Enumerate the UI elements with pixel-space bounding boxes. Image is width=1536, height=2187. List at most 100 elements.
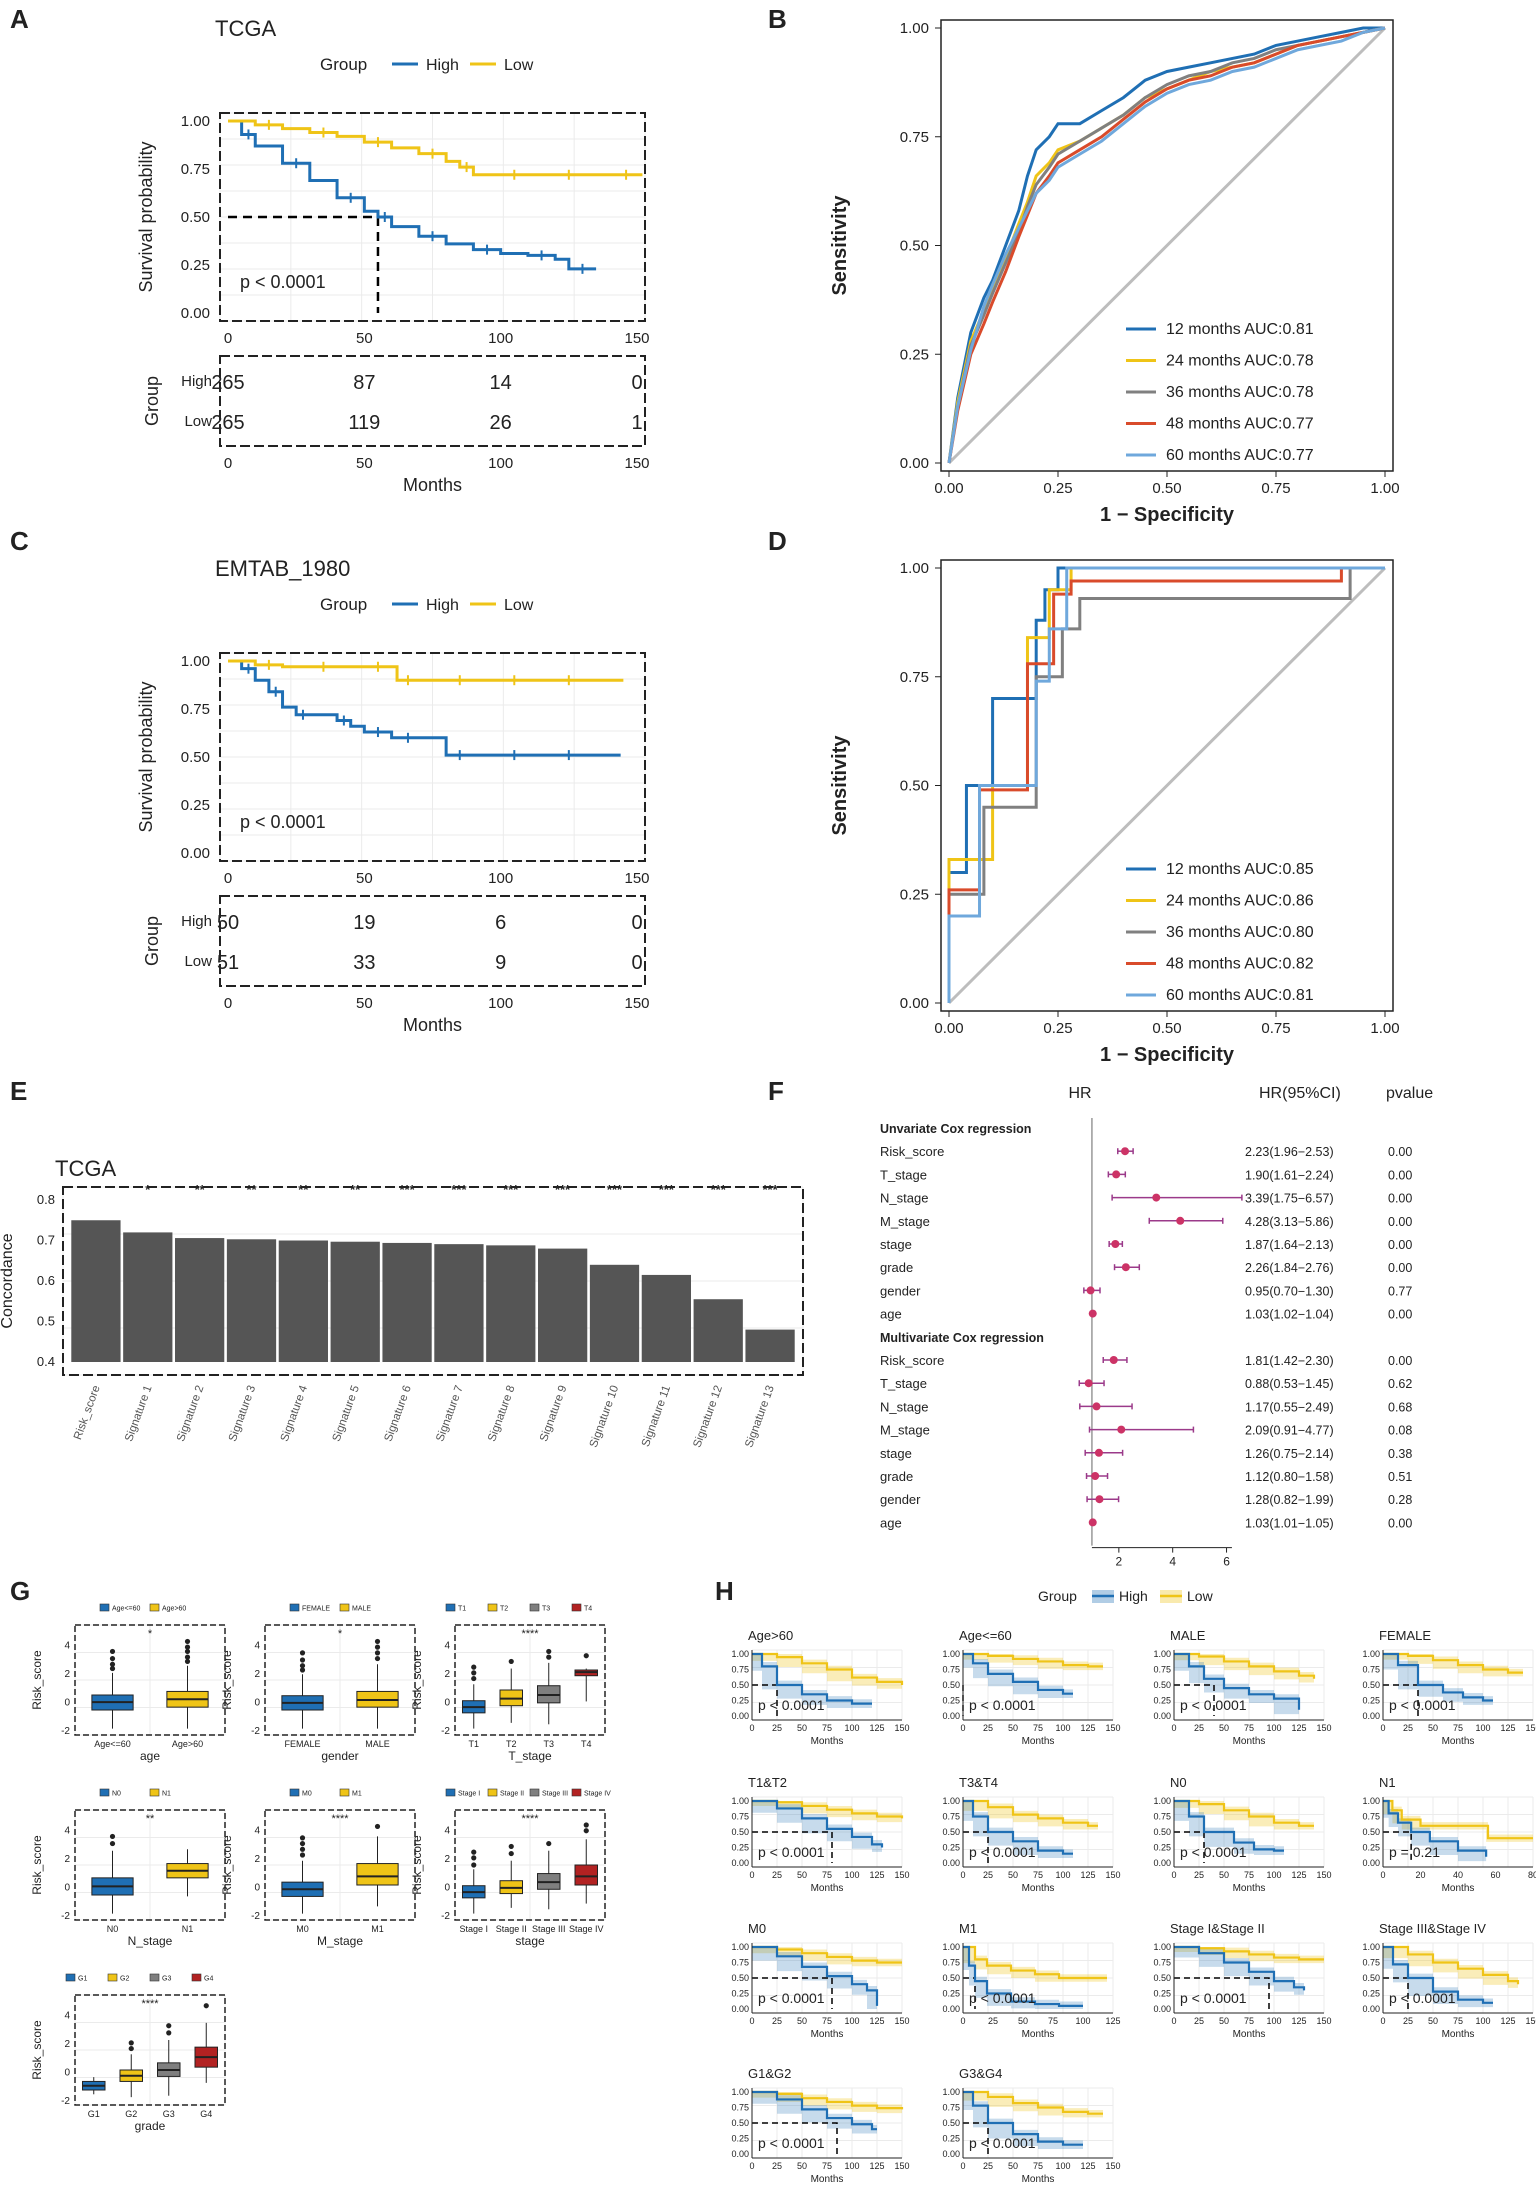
risk-value: 265 <box>211 372 244 394</box>
legend-label-low: Low <box>504 57 534 74</box>
x-tick-label: MALE <box>365 1739 390 1749</box>
hr-point <box>1111 1240 1120 1248</box>
y-tick-label: 0.25 <box>731 1843 749 1853</box>
boxplot-M_stage: M0 M1 -2 0 2 4 Risk_score **** M0 M1 M_stage <box>220 1788 416 1948</box>
row-label: M_stage <box>880 1214 930 1229</box>
km-small-N0: N0 0.00 0.25 0.50 0.75 1.00 0 25 50 75 100 125 150 Mo… <box>1153 1775 1331 1894</box>
hr-point <box>1109 1356 1118 1364</box>
x-axis-label: grade <box>135 2119 166 2133</box>
bar <box>123 1232 173 1362</box>
legend-swatch <box>529 1788 540 1797</box>
legend-swatch <box>191 1973 202 1982</box>
outlier <box>128 2045 134 2052</box>
y-tick-label: 0.50 <box>731 1680 749 1690</box>
x-tick-label: 125 <box>1080 2161 1095 2171</box>
y-tick-label: 1.00 <box>1153 1942 1171 1952</box>
y-tick-label: 0.50 <box>942 1973 960 1983</box>
legend-label: G3 <box>162 1976 171 1983</box>
row-label: age <box>880 1515 902 1530</box>
outlier <box>508 1843 514 1850</box>
box-frame <box>264 1624 416 1736</box>
p-value: p < 0.0001 <box>969 1697 1036 1713</box>
ci-text: 3.39(1.75−6.57) <box>1245 1192 1334 1206</box>
ci-band-high <box>752 1801 882 1852</box>
significance-label: *** <box>399 1182 415 1197</box>
y-tick-label: 0.50 <box>181 209 210 226</box>
median-line <box>752 1977 833 2009</box>
x-tick-label: 125 <box>869 1870 884 1880</box>
km-curve-low <box>963 2090 1103 2115</box>
y-tick-label: 0.25 <box>942 1696 960 1706</box>
outlier <box>471 1664 477 1670</box>
significance-label: ** <box>298 1182 309 1197</box>
km-curve-low <box>1383 1945 1520 1985</box>
x-tick-label: G4 <box>200 2109 212 2119</box>
hr-point <box>1117 1425 1126 1434</box>
ci-band-low <box>752 1654 902 1689</box>
section-label: Multivariate Cox regression <box>880 1331 1044 1345</box>
x-tick-label: Age>60 <box>172 1739 203 1749</box>
x-tick-label: 125 <box>869 1723 884 1733</box>
x-tick-label: 25 <box>772 2016 782 2026</box>
x-tick-label: 100 <box>1475 1723 1490 1733</box>
y-tick-label: 0.75 <box>181 161 210 178</box>
risk-x-tick-label: 0 <box>224 455 232 472</box>
x-tick-label: 50 <box>1219 2016 1229 2026</box>
x-tick-label: 100 <box>1475 2016 1490 2026</box>
boxplot-gender: FEMALE MALE -2 0 2 4 Risk_score * FEMALE MALE gend… <box>220 1603 416 1763</box>
legend-label: Age<=60 <box>112 1606 141 1613</box>
x-tick-label: 0.25 <box>1043 1020 1072 1037</box>
category-label: Signature 4 <box>279 1383 311 1443</box>
outlier <box>583 1822 589 1828</box>
km-curve-low <box>963 1652 1103 1668</box>
legend-swatch <box>289 1603 300 1612</box>
significance-label: * <box>338 1628 343 1640</box>
y-tick-label: 0.50 <box>1153 1827 1171 1837</box>
x-axis-label: Months <box>811 1736 844 1747</box>
subplot-title: N0 <box>1170 1775 1187 1790</box>
box <box>574 1864 598 1886</box>
x-tick-label: 1.00 <box>1370 1020 1399 1037</box>
p-value: p = 0.21 <box>1389 1844 1440 1860</box>
hr-header: HR <box>1068 1085 1091 1102</box>
y-tick-label: 0.25 <box>900 346 929 363</box>
p-value: p < 0.0001 <box>758 1844 825 1860</box>
x-tick-label: Stage II <box>496 1924 527 1934</box>
y-tick-label: 0.4 <box>37 1354 55 1369</box>
outlier <box>299 1667 306 1673</box>
ci-text: 1.87(1.64−2.13) <box>1245 1238 1334 1252</box>
pvalue-header: pvalue <box>1386 1085 1433 1102</box>
y-axis-label: Risk_score <box>410 1650 424 1710</box>
hr-point <box>1152 1193 1161 1202</box>
x-tick-label: 100 <box>1266 1870 1281 1880</box>
ci-band-low <box>1383 1947 1518 1988</box>
y-tick-label: 0.00 <box>181 305 210 322</box>
legend-title: Group <box>320 595 367 614</box>
outlier <box>583 1828 589 1834</box>
y-tick-label: 1.00 <box>900 20 929 37</box>
x-tick-label: 100 <box>844 1723 859 1733</box>
y-tick-label: 0.00 <box>942 2149 960 2159</box>
p-text: 0.00 <box>1388 1192 1412 1206</box>
x-tick-label: 150 <box>894 2016 909 2026</box>
y-tick-label: 0.75 <box>1362 1812 1380 1822</box>
x-tick-label: 125 <box>1105 2016 1120 2026</box>
panel-letter-E: E <box>10 1076 27 1106</box>
legend-label: T2 <box>500 1606 508 1613</box>
y-tick-label: 1.00 <box>1362 1796 1380 1806</box>
y-tick-label: 0.5 <box>37 1314 55 1329</box>
x-tick-label: 0 <box>960 1723 965 1733</box>
box-frame <box>454 1624 606 1736</box>
p-value: p < 0.0001 <box>969 1844 1036 1860</box>
x-tick-label: 0 <box>749 2016 754 2026</box>
outlier <box>166 2030 172 2036</box>
outlier <box>374 1823 381 1830</box>
y-tick-label: -2 <box>61 1911 70 1922</box>
p-text: 0.00 <box>1388 1516 1412 1530</box>
x-tick-label: 75 <box>1244 1723 1254 1733</box>
category-label: Signature 7 <box>434 1384 465 1443</box>
category-label: Signature 12 <box>691 1384 725 1449</box>
y-tick-label: 0.25 <box>942 1989 960 1999</box>
x-tick-label: T4 <box>581 1739 592 1749</box>
